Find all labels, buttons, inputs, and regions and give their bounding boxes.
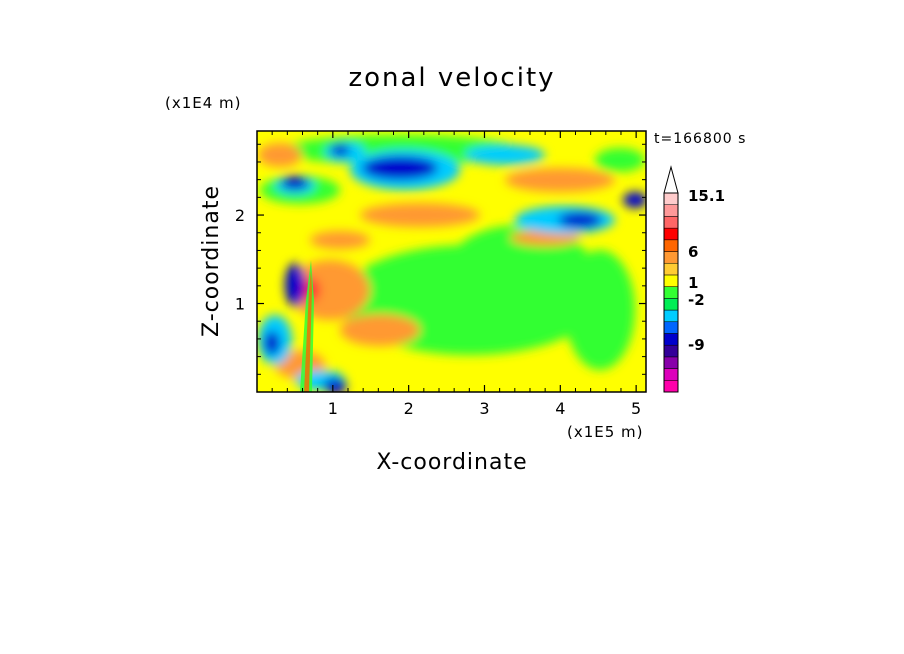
heatmap-field bbox=[257, 131, 646, 392]
narrow-wave-core bbox=[304, 270, 312, 392]
plot-frame bbox=[256, 130, 647, 393]
blob-blue-6 bbox=[623, 192, 646, 208]
colorbar-segment-12 bbox=[663, 251, 679, 264]
colorbar-tick-label-1: 15.1 bbox=[688, 187, 725, 205]
x-axis-label: X-coordinate bbox=[376, 450, 527, 475]
blob-cyan-7 bbox=[465, 145, 545, 165]
blob-blue-4 bbox=[264, 331, 280, 355]
colorbar-segment-8 bbox=[663, 298, 679, 311]
y-tick-label-2: 2 bbox=[235, 206, 245, 225]
colorbar-segment-11 bbox=[663, 262, 679, 276]
chart-title: zonal velocity bbox=[348, 63, 555, 93]
colorbar-segment-15 bbox=[663, 216, 679, 229]
colorbar-segment-6 bbox=[663, 321, 679, 334]
colorbar-segment-17 bbox=[663, 192, 679, 205]
colorbar-segment-5 bbox=[663, 333, 679, 346]
colorbar-frame bbox=[663, 192, 679, 393]
x-tick-label-4: 4 bbox=[555, 399, 565, 418]
y-axis-ticks: 12 bbox=[235, 143, 646, 375]
colorbar-segment-14 bbox=[663, 227, 679, 241]
x-axis-unit: (x1E5 m) bbox=[567, 423, 644, 441]
colorbar-tick-label-5: -9 bbox=[688, 336, 705, 354]
x-tick-label-2: 2 bbox=[404, 399, 414, 418]
x-tick-label-5: 5 bbox=[631, 399, 641, 418]
blob-orange-4 bbox=[360, 203, 480, 227]
time-label: t=166800 s bbox=[654, 131, 746, 147]
blob-blue-5 bbox=[558, 212, 602, 228]
x-tick-label-1: 1 bbox=[328, 399, 338, 418]
blob-blue-7 bbox=[323, 378, 347, 392]
colorbar-tick-label-4: -2 bbox=[688, 291, 705, 309]
x-tick-label-3: 3 bbox=[479, 399, 489, 418]
y-axis-label: Z-coordinate bbox=[199, 185, 224, 337]
colorbar-segment-9 bbox=[663, 286, 679, 299]
blob-orange-2 bbox=[340, 314, 420, 346]
blob-blue-1 bbox=[362, 156, 438, 180]
blob-blue-8 bbox=[330, 144, 350, 156]
colorbar-segment-7 bbox=[663, 309, 679, 323]
colorbar-segment-16 bbox=[663, 204, 679, 217]
y-axis-unit: (x1E4 m) bbox=[165, 94, 242, 112]
colorbar-segment-3 bbox=[663, 356, 679, 369]
colorbar-segment-13 bbox=[663, 239, 679, 252]
blob-orange-8 bbox=[310, 231, 370, 249]
colorbar: 15.1 6 1-2 -9 bbox=[663, 165, 725, 393]
colorbar-segment-1 bbox=[663, 380, 679, 393]
blob-green-3 bbox=[565, 250, 635, 370]
colorbar-segment-2 bbox=[663, 368, 679, 381]
blob-blue-3 bbox=[285, 263, 305, 307]
blob-orange-7 bbox=[258, 143, 302, 167]
blob-green-6 bbox=[595, 148, 645, 172]
colorbar-tick-label-3: 1 bbox=[688, 274, 698, 292]
blob-blue-2 bbox=[281, 176, 309, 190]
colorbar-tick-label-2: 6 bbox=[688, 243, 698, 261]
blob-orange-6 bbox=[510, 230, 580, 246]
y-tick-label-1: 1 bbox=[235, 295, 245, 314]
blob-orange-5 bbox=[505, 168, 615, 192]
colorbar-extend-arrow bbox=[663, 165, 679, 194]
x-axis-ticks: 1 2 3 4 5 bbox=[271, 131, 641, 418]
colorbar-segment-4 bbox=[663, 344, 679, 358]
colorbar-segment-10 bbox=[663, 274, 679, 287]
